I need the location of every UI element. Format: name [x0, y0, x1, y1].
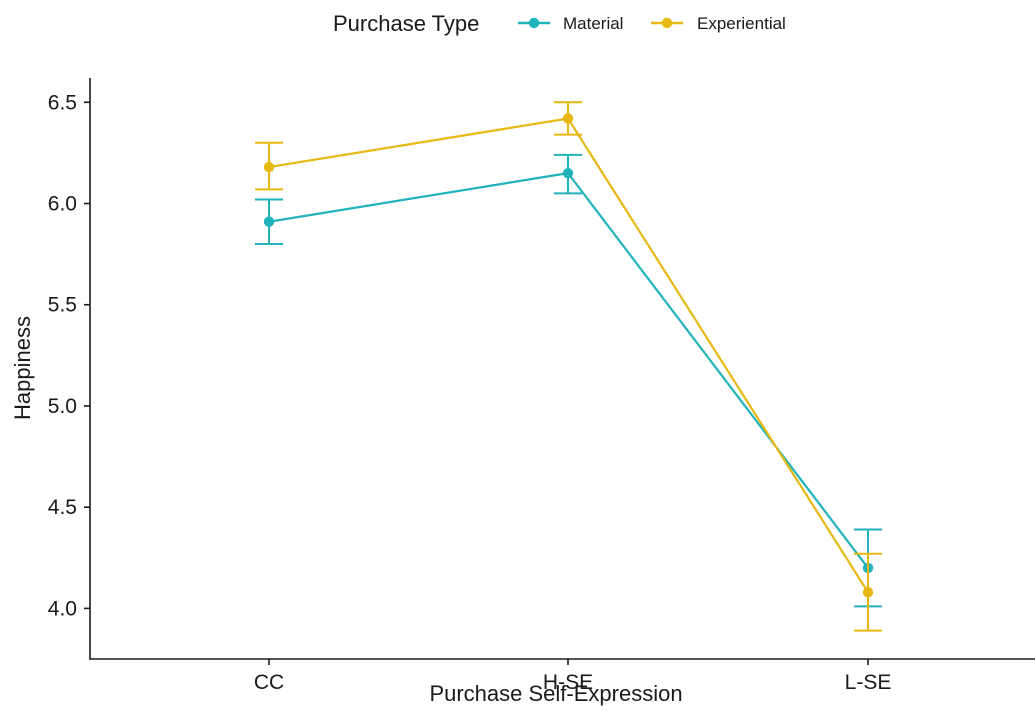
y-ticks: 4.0 4.5 5.0 5.5 6.0 6.5 — [48, 91, 90, 620]
legend-key-point-experiential — [661, 17, 673, 29]
series-experiential — [255, 101, 882, 632]
data-point-experiential — [862, 586, 874, 598]
legend: Purchase Type Material Experiential — [333, 11, 786, 36]
series-material — [255, 153, 882, 608]
y-tick-label: 5.5 — [48, 294, 77, 317]
y-tick-label: 5.0 — [48, 395, 77, 418]
x-axis-title: Purchase Self-Expression — [429, 681, 682, 706]
legend-label-experiential: Experiential — [697, 14, 786, 33]
y-tick-label: 6.0 — [48, 193, 77, 216]
y-tick-label: 6.5 — [48, 91, 77, 114]
data-point-material — [562, 167, 574, 179]
axes — [89, 78, 1035, 660]
legend-title: Purchase Type — [333, 11, 479, 36]
data-point-experiential — [263, 161, 275, 173]
y-axis-title: Happiness — [10, 316, 35, 420]
legend-key-point-material — [528, 17, 540, 29]
x-tick-label: H-SE — [543, 671, 593, 694]
x-tick-label: L-SE — [845, 671, 892, 694]
plot-area — [255, 101, 882, 632]
x-ticks: CC H-SE L-SE — [254, 659, 892, 694]
y-tick-label: 4.5 — [48, 496, 77, 519]
legend-item-material: Material — [518, 14, 623, 33]
x-tick-label: CC — [254, 671, 284, 694]
legend-item-experiential: Experiential — [651, 14, 786, 33]
legend-label-material: Material — [563, 14, 623, 33]
data-point-experiential — [562, 113, 574, 124]
series-line-material — [268, 172, 869, 569]
data-point-material — [263, 216, 275, 227]
y-tick-label: 4.0 — [48, 597, 77, 620]
